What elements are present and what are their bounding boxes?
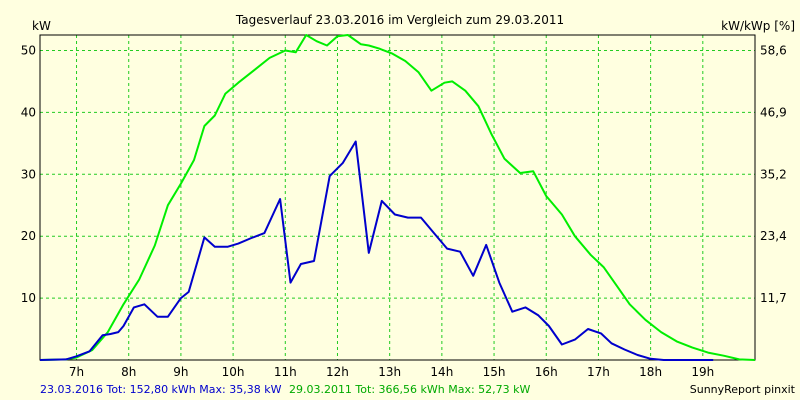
right-axis-ticks: 11,7 23,4 35,2 46,9 58,6 xyxy=(760,43,787,305)
left-tick-label: 50 xyxy=(21,43,36,57)
x-tick-label: 18h xyxy=(639,365,662,379)
grid xyxy=(40,35,755,360)
series-lines xyxy=(39,34,756,361)
legend-series-2: 29.03.2011 Tot: 366,56 kWh Max: 52,73 kW xyxy=(289,383,531,396)
x-tick-label: 15h xyxy=(483,365,506,379)
chart-title: Tagesverlauf 23.03.2016 im Vergleich zum… xyxy=(235,13,564,27)
left-axis-ticks: 10 20 30 40 50 xyxy=(21,43,36,305)
x-axis-ticks: 7h 8h 9h 10h 11h 12h 13h 14h 15h 16h 17h 18h 19h xyxy=(69,365,714,379)
x-tick-label: 16h xyxy=(535,365,558,379)
right-tick-label: 23,4 xyxy=(760,229,787,243)
x-tick-label: 10h xyxy=(222,365,245,379)
x-tick-label: 13h xyxy=(378,365,401,379)
legend-line: 23.03.2016 Tot: 152,80 kWh Max: 35,38 kW… xyxy=(40,383,531,396)
x-tick-label: 17h xyxy=(587,365,610,379)
left-tick-label: 20 xyxy=(21,229,36,243)
left-tick-label: 40 xyxy=(21,105,36,119)
x-tick-label: 19h xyxy=(691,365,714,379)
x-tick-label: 11h xyxy=(274,365,297,379)
series-line-23.03.2016 xyxy=(39,140,714,361)
x-tick-label: 8h xyxy=(121,365,136,379)
right-tick-label: 35,2 xyxy=(760,167,787,181)
left-tick-label: 30 xyxy=(21,167,36,181)
x-tick-label: 7h xyxy=(69,365,84,379)
x-tick-label: 14h xyxy=(430,365,453,379)
legend-series-1: 23.03.2016 Tot: 152,80 kWh Max: 35,38 kW xyxy=(40,383,282,396)
right-tick-label: 46,9 xyxy=(760,105,787,119)
credit-text: SunnyReport pinxit xyxy=(690,383,796,396)
x-tick-label: 9h xyxy=(173,365,188,379)
plot-frame xyxy=(39,34,756,361)
right-tick-label: 11,7 xyxy=(760,291,787,305)
x-tick-label: 12h xyxy=(326,365,349,379)
right-tick-label: 58,6 xyxy=(760,43,787,57)
left-axis-unit: kW xyxy=(32,19,51,33)
series-line-29.03.2011 xyxy=(39,34,756,361)
right-axis-unit: kW/kWp [%] xyxy=(721,19,795,33)
left-tick-label: 10 xyxy=(21,291,36,305)
